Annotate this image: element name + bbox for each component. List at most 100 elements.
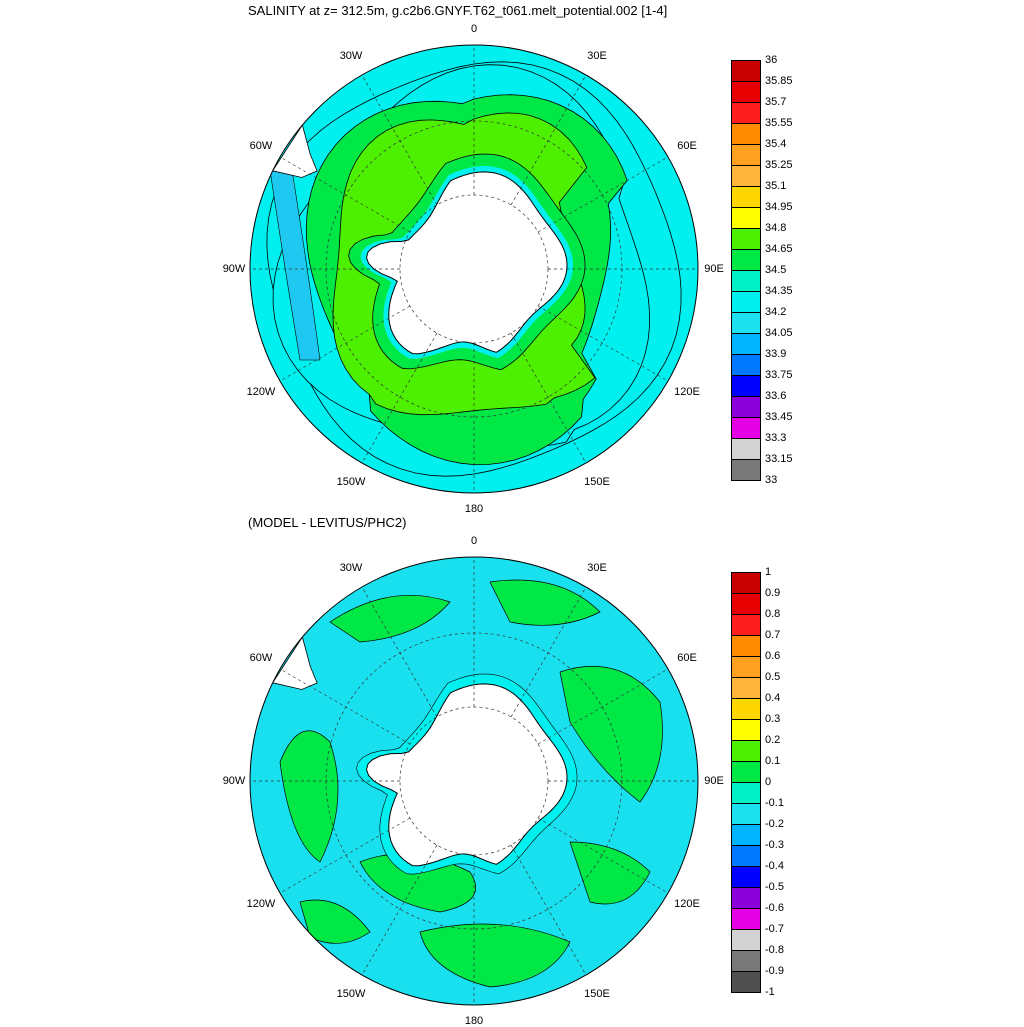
longitude-label: 0 [470, 23, 478, 35]
longitude-label: 30W [339, 561, 363, 574]
colorbar-label: -0.9 [765, 965, 784, 977]
longitude-label: 150W [336, 476, 366, 489]
top-salinity-map: 0 30E 60E 90E 120E 150E 180 150W 120W 90W 60W 30W [223, 23, 724, 515]
longitude-label: 150W [336, 988, 366, 1001]
longitude-gridline [279, 668, 411, 745]
colorbar-label: 33.75 [765, 369, 793, 381]
colorbar-swatch [731, 614, 761, 636]
green-anomaly-region [279, 730, 339, 863]
colorbar-swatch [731, 438, 761, 460]
colorbar-swatch [731, 291, 761, 313]
colorbar-swatch [731, 761, 761, 783]
colorbar-label: 33.6 [765, 390, 787, 402]
longitude-gridline [537, 668, 669, 745]
longitude-label: 90W [222, 775, 246, 787]
colorbar-label: -0.7 [765, 923, 784, 935]
colorbar-swatch [731, 740, 761, 762]
colorbar-label: 34.35 [765, 285, 793, 297]
colorbar-label: -0.5 [765, 881, 784, 893]
colorbar-label: -0.3 [765, 839, 784, 851]
colorbar-swatch [731, 698, 761, 720]
colorbar-label: -1 [765, 986, 775, 998]
longitude-label: 150E [584, 476, 610, 489]
longitude-label: 30W [339, 49, 363, 62]
bottom-map-title: (MODEL - LEVITUS/PHC2) [248, 515, 407, 530]
green-anomaly-region [329, 594, 451, 643]
colorbar-label: 35.85 [765, 75, 793, 87]
colorbar-label: 34.05 [765, 327, 793, 339]
longitude-label: 120W [246, 386, 276, 398]
top-map-title: SALINITY at z= 312.5m, g.c2b6.GNYF.T62_t… [248, 3, 668, 18]
green-anomaly-region [419, 923, 571, 988]
blue-band [269, 169, 321, 361]
longitude-gridline [361, 844, 438, 976]
bottom-colorbar: 1 0.9 0.8 0.7 0.6 0.5 0.4 0.3 0.2 0.1 0 -0.1 -0.2 -0.… [731, 566, 784, 998]
colorbar-label: 34.8 [765, 222, 787, 234]
longitude-gridline [510, 586, 587, 718]
colorbar-label: 36 [765, 54, 778, 66]
colorbar-label: 34.5 [765, 264, 787, 276]
colorbar-swatch [731, 228, 761, 250]
longitude-gridline [361, 332, 438, 464]
colorbar-label: 33.45 [765, 411, 793, 423]
colorbar-label: 35.1 [765, 180, 787, 192]
colorbar-swatch [731, 866, 761, 888]
colorbar-swatch [731, 312, 761, 334]
colorbar-swatch [731, 81, 761, 103]
green-anomaly-region [569, 841, 651, 905]
colorbar-swatch [731, 677, 761, 699]
longitude-label: 120W [246, 898, 276, 910]
longitude-gridline [361, 74, 438, 206]
longitude-gridline [361, 586, 438, 718]
colorbar-label: 35.4 [765, 138, 787, 150]
colorbar-label: 0.9 [765, 587, 781, 599]
colorbar-label: 35.7 [765, 96, 787, 108]
colorbar-label: 0.4 [765, 692, 781, 704]
green-anomaly-region [559, 665, 663, 803]
longitude-label: 60W [249, 652, 273, 664]
colorbar-swatch [731, 333, 761, 355]
top-colorbar: 36 35.85 35.7 35.55 35.4 35.25 35.1 34.95 34.8 34… [731, 54, 793, 486]
colorbar-swatch [731, 165, 761, 187]
colorbar-label: -0.1 [765, 797, 784, 809]
colorbar-swatch [731, 375, 761, 397]
longitude-gridline [510, 74, 587, 206]
longitude-label: 90W [222, 263, 246, 275]
colorbar-label: 0.8 [765, 608, 781, 620]
colorbar-swatch [731, 249, 761, 271]
colorbar-label: -0.4 [765, 860, 784, 872]
longitude-gridline [510, 844, 587, 976]
longitude-label: 180 [464, 1015, 484, 1027]
colorbar-swatch [731, 656, 761, 678]
colorbar-label: 33.9 [765, 348, 787, 360]
longitude-label: 120E [674, 898, 700, 910]
colorbar-swatch [731, 60, 761, 82]
bottom-difference-map: 0 30E 60E 90E 120E 150E 180 150W 120W 90W 60W 30W [223, 535, 724, 1027]
colorbar-swatch [731, 971, 761, 993]
colorbar-label: 35.25 [765, 159, 793, 171]
colorbar-swatch [731, 186, 761, 208]
map-border [249, 556, 699, 1006]
longitude-label: 60E [677, 652, 697, 664]
south-america-tip [272, 124, 318, 178]
colorbar-swatch [731, 929, 761, 951]
longitude-label: 90E [704, 775, 724, 787]
colorbar-label: 34.2 [765, 306, 787, 318]
colorbar-swatch [731, 396, 761, 418]
colorbar-swatch [731, 908, 761, 930]
colorbar-swatch [731, 803, 761, 825]
colorbar-swatch [731, 950, 761, 972]
longitude-gridline [510, 332, 587, 464]
colorbar-swatch [731, 824, 761, 846]
colorbar-swatch [731, 123, 761, 145]
longitude-label: 30E [587, 561, 607, 574]
bottom-map-svg [249, 556, 699, 1006]
colorbar-label: 33 [765, 474, 778, 486]
colorbar-label: 1 [765, 566, 772, 578]
longitude-gridline [279, 817, 411, 894]
map-border [249, 44, 699, 494]
longitude-gridline [279, 305, 411, 382]
green-anomaly-region [299, 899, 371, 944]
longitude-label: 150E [584, 988, 610, 1001]
south-america-tip [272, 636, 318, 690]
